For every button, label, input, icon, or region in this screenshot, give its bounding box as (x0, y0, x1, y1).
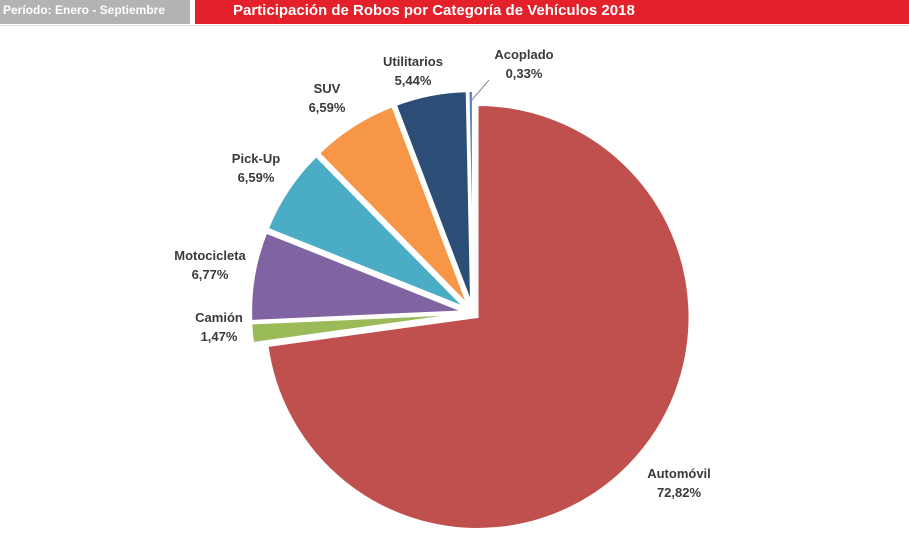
slice-suv (317, 105, 469, 306)
pie-slices (250, 90, 691, 530)
label-utilitarios-name: Utilitarios (383, 54, 443, 69)
label-pick-up-name: Pick-Up (232, 151, 280, 166)
slice-pick-up (266, 154, 466, 309)
header-divider (0, 25, 909, 26)
chart-title: Participación de Robos por Categoría de … (195, 0, 909, 24)
slice-automovil (266, 103, 691, 530)
label-automovil-value: 72,82% (657, 485, 702, 500)
slice-acoplado (467, 90, 474, 304)
label-suv-name: SUV (314, 81, 341, 96)
label-camion-name: Camión (195, 310, 243, 325)
slice-motocicleta (250, 231, 464, 322)
label-motocicleta-value: 6,77% (192, 267, 229, 282)
period-label: Período: Enero - Septiembre (0, 0, 190, 24)
slice-utilitarios (394, 90, 473, 304)
label-acoplado-name: Acoplado (494, 47, 553, 62)
label-motocicleta-name: Motocicleta (174, 248, 246, 263)
label-automovil-name: Automóvil (647, 466, 711, 481)
pie-labels: Automóvil 72,82% Camión 1,47% Motocicleta 6,7… (174, 47, 711, 500)
label-camion-value: 1,47% (201, 329, 238, 344)
label-utilitarios-value: 5,44% (395, 73, 432, 88)
label-pick-up-value: 6,59% (238, 170, 275, 185)
slice-camion (250, 312, 464, 345)
leader-line-acoplado (470, 79, 490, 102)
label-suv-value: 6,59% (309, 100, 346, 115)
label-acoplado-value: 0,33% (506, 66, 543, 81)
